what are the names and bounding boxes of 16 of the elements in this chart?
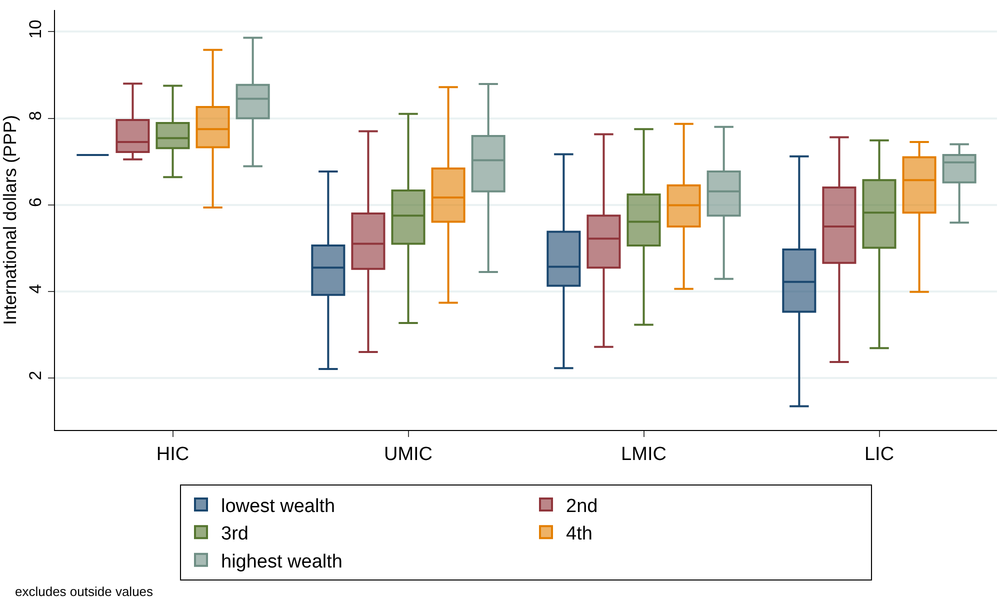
legend-label: 2nd: [566, 496, 598, 517]
y-tick-label: 6: [26, 198, 46, 208]
legend-label: 3rd: [221, 524, 248, 545]
y-tick-label: 4: [26, 284, 46, 294]
legend-label: lowest wealth: [221, 496, 336, 517]
y-tick-label: 8: [26, 110, 46, 120]
x-tick-label: HIC: [156, 444, 190, 465]
legend-label: highest wealth: [221, 551, 342, 572]
y-tick-label: 2: [26, 370, 46, 380]
y-tick-label: 10: [26, 20, 46, 39]
text: excludes outside values: [15, 584, 154, 599]
x-tick-label: LIC: [864, 444, 894, 465]
y-axis-title: International dollars (PPP): [0, 114, 20, 326]
legend-label: 4th: [566, 524, 592, 545]
x-tick-label: LMIC: [621, 444, 666, 465]
x-tick-label: UMIC: [384, 444, 433, 465]
